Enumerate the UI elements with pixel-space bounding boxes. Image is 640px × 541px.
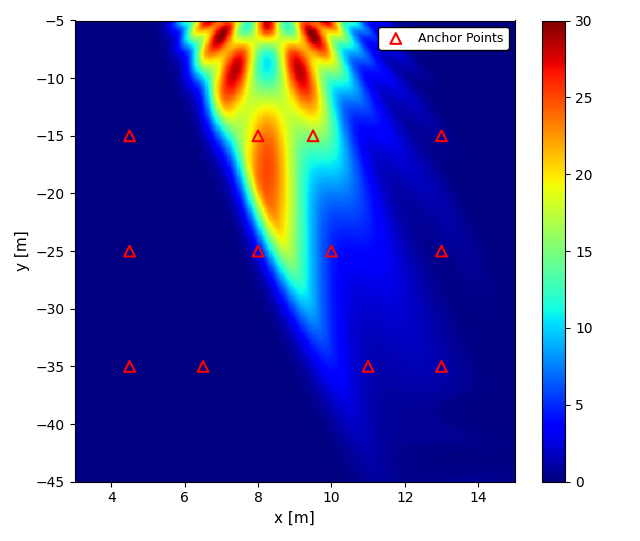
Anchor Points: [253, 131, 263, 140]
Anchor Points: [124, 362, 134, 371]
Legend: Anchor Points: Anchor Points: [378, 27, 509, 50]
Y-axis label: y [m]: y [m]: [15, 230, 30, 272]
Anchor Points: [363, 362, 373, 371]
Anchor Points: [436, 362, 447, 371]
Anchor Points: [253, 247, 263, 255]
X-axis label: x [m]: x [m]: [275, 511, 315, 526]
Anchor Points: [436, 247, 447, 255]
Anchor Points: [198, 362, 208, 371]
Anchor Points: [124, 247, 134, 255]
Anchor Points: [326, 247, 337, 255]
Anchor Points: [436, 131, 447, 140]
Anchor Points: [308, 131, 318, 140]
Anchor Points: [124, 131, 134, 140]
